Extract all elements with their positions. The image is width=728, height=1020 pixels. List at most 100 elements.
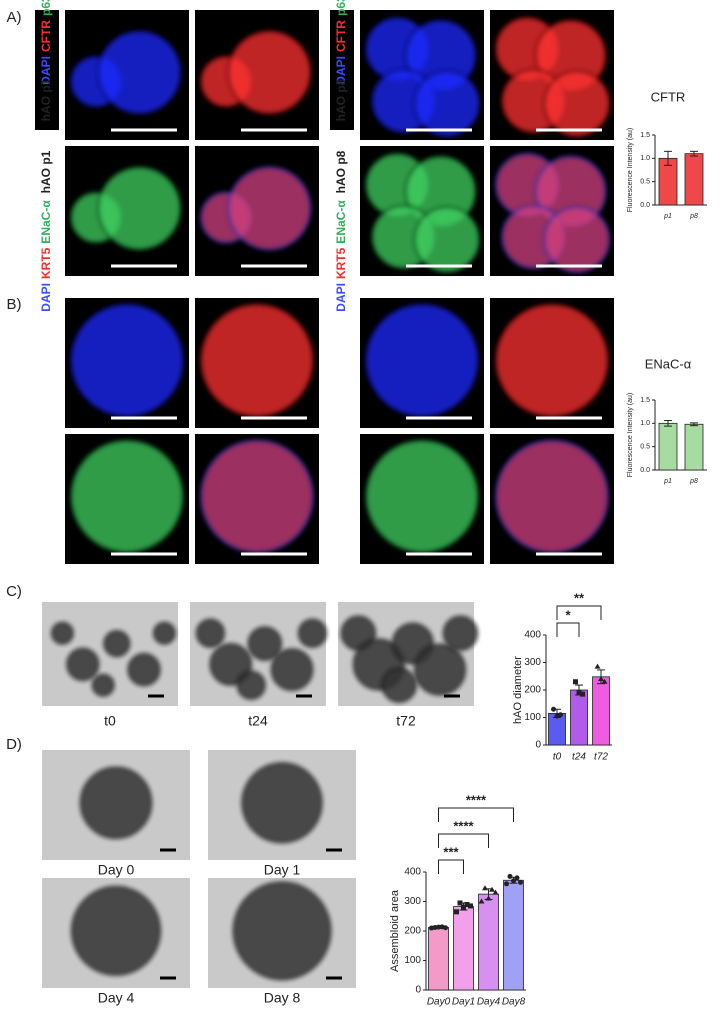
organoid: [442, 615, 479, 651]
organoid: [232, 881, 332, 981]
data-point: [576, 690, 582, 696]
organoid: [153, 621, 176, 645]
organoid: [71, 885, 161, 976]
data-point: [482, 885, 488, 891]
bar: [453, 906, 474, 991]
organoid: [199, 303, 315, 418]
sample-label: hAO p1: [39, 150, 53, 193]
organoid: [236, 670, 266, 700]
stain-label: DAPI CFTR p63: [334, 0, 348, 85]
y-axis-label: hAO diameter: [512, 656, 524, 724]
stain-name: DAPI: [334, 56, 348, 85]
stain-label: DAPI CFTR p63: [39, 0, 53, 85]
stain-name: ENaC-α: [334, 200, 348, 244]
significance-bracket: [438, 859, 464, 874]
organoid: [247, 626, 283, 661]
organoid: [209, 643, 253, 686]
data-point: [504, 881, 509, 887]
organoid: [51, 621, 74, 645]
data-point: [454, 909, 459, 915]
sample-label: hAO p8: [334, 150, 348, 193]
significance-label: ***: [443, 844, 459, 859]
data-point: [443, 925, 448, 931]
data-point: [507, 873, 513, 879]
bar: [684, 153, 704, 206]
organoid: [79, 766, 153, 839]
stain-label: DAPI KRT5 ENaC-α: [334, 200, 348, 312]
organoid: [226, 29, 312, 115]
y-tick-label: 100: [404, 955, 421, 966]
organoid: [226, 165, 312, 251]
y-tick-label: 0: [415, 985, 421, 996]
significance-label: ****: [453, 818, 474, 833]
y-axis-label: Fluorescence Intensity (au): [627, 128, 634, 212]
significance-bracket: [556, 605, 602, 620]
panel-label: D): [6, 736, 22, 753]
data-point: [461, 904, 466, 910]
panel-label: C): [6, 583, 22, 600]
data-point: [492, 889, 499, 895]
image-label: Day 1: [264, 862, 301, 878]
organoid: [195, 618, 225, 648]
data-point: [601, 678, 608, 684]
organoid: [96, 29, 182, 115]
organoid: [364, 303, 480, 418]
x-tick-label: p1: [663, 478, 672, 485]
bar: [592, 676, 610, 746]
data-point: [478, 898, 485, 904]
stain-name: p63: [39, 0, 53, 16]
y-axis-label: Fluorescence Intensity (au): [627, 393, 634, 477]
stain-name: p63: [334, 0, 348, 16]
data-point: [558, 712, 563, 718]
stain-name: CFTR: [334, 20, 348, 52]
stain-name: KRT5: [334, 247, 348, 279]
y-tick-label: 300: [404, 896, 421, 907]
significance-bracket: [438, 833, 489, 848]
stain-name: KRT5: [39, 247, 53, 279]
organoid: [494, 303, 610, 418]
y-tick-label: 400: [404, 867, 421, 878]
stain-name: DAPI: [39, 283, 53, 312]
organoid: [381, 667, 417, 703]
data-point: [468, 903, 473, 909]
data-point: [518, 879, 523, 885]
organoid: [270, 648, 314, 691]
bar: [658, 422, 678, 471]
y-tick-label: 200: [404, 926, 421, 937]
organoid: [543, 69, 611, 138]
x-tick-label: p1: [663, 213, 672, 220]
organoid: [241, 762, 323, 844]
data-point: [514, 875, 520, 881]
label-strip: [35, 10, 59, 130]
image-label: t72: [396, 713, 416, 729]
image-label: t0: [104, 713, 116, 729]
organoid: [103, 630, 131, 658]
organoid: [414, 643, 466, 696]
stain-name: ENaC-α: [39, 200, 53, 244]
error-bar: [664, 420, 672, 427]
y-tick-label: 1.0: [640, 420, 650, 427]
error-bar: [690, 422, 698, 427]
y-tick-label: 0: [535, 740, 541, 751]
significance-bracket: [556, 622, 580, 637]
x-tick-label: t72: [594, 752, 608, 763]
image-label: Day 0: [98, 862, 135, 878]
organoid: [413, 205, 481, 274]
y-tick-label: 200: [524, 685, 541, 696]
stain-name: CFTR: [39, 20, 53, 52]
stain-name: DAPI: [39, 56, 53, 85]
y-tick-label: 0.0: [640, 202, 650, 209]
organoid: [96, 165, 182, 251]
x-tick-label: Day0: [427, 997, 451, 1008]
x-tick-label: Day1: [452, 997, 475, 1008]
data-point: [598, 676, 604, 681]
x-tick-label: p8: [689, 478, 698, 485]
bar: [684, 423, 704, 471]
image-label: Day 8: [264, 990, 301, 1006]
data-point: [580, 691, 585, 697]
significance-bracket: [438, 807, 514, 822]
y-tick-label: 1.5: [640, 132, 650, 139]
significance-label: ****: [466, 792, 487, 807]
